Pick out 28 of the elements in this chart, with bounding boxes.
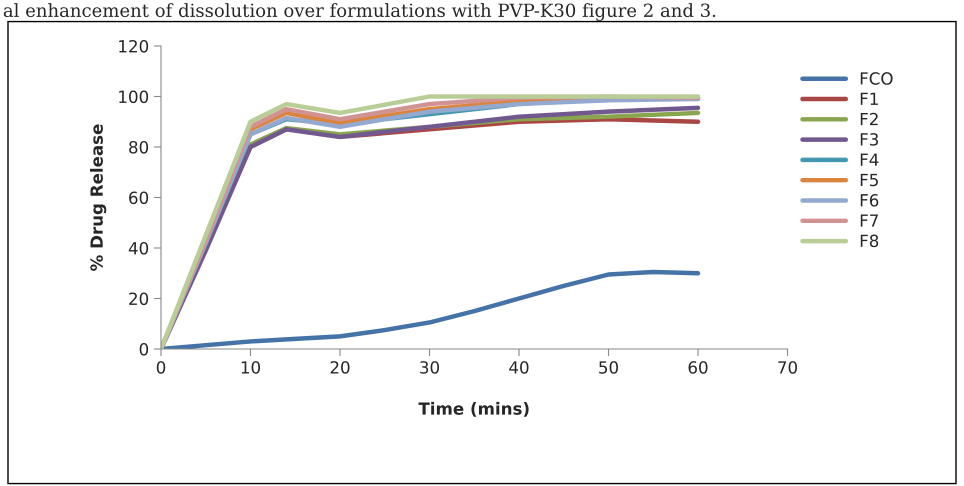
y-tick-label: 60	[129, 191, 148, 204]
legend-label: F4	[860, 154, 878, 166]
legend-label: F3	[860, 133, 878, 146]
x-tick-label: 30	[420, 361, 439, 374]
x-tick-label: 10	[242, 361, 260, 374]
legend-label: F8	[860, 234, 878, 248]
y-tick-label: 100	[119, 90, 148, 104]
legend-label: F2	[860, 112, 878, 126]
text: al enhancement of dissolution over formulations with PVP-K30 figure 2 and 3.	[4, 3, 716, 21]
y-axis-title: % Drug Release	[90, 124, 106, 271]
x-tick-label: 0	[156, 361, 166, 374]
y-tick-label: 0	[140, 342, 148, 356]
legend-label: FCO	[860, 72, 893, 85]
x-tick-label: 60	[688, 361, 708, 374]
x-tick-label: 20	[330, 361, 350, 374]
legend-label: F5	[860, 174, 878, 186]
x-tick-label: 40	[509, 361, 528, 374]
legend-label: F7	[860, 214, 878, 227]
legend-label: F1	[860, 92, 878, 105]
y-tick-label: 120	[119, 40, 148, 53]
x-tick-label: 50	[599, 361, 618, 374]
line-series	[161, 270, 700, 349]
y-tick-label: 20	[129, 292, 148, 306]
x-tick-label: 70	[778, 361, 797, 374]
y-tick-label: 40	[128, 242, 148, 255]
legend-label: F6	[860, 194, 878, 207]
x-axis-title: Time (mins)	[418, 402, 529, 417]
y-tick-label: 80	[129, 140, 148, 154]
